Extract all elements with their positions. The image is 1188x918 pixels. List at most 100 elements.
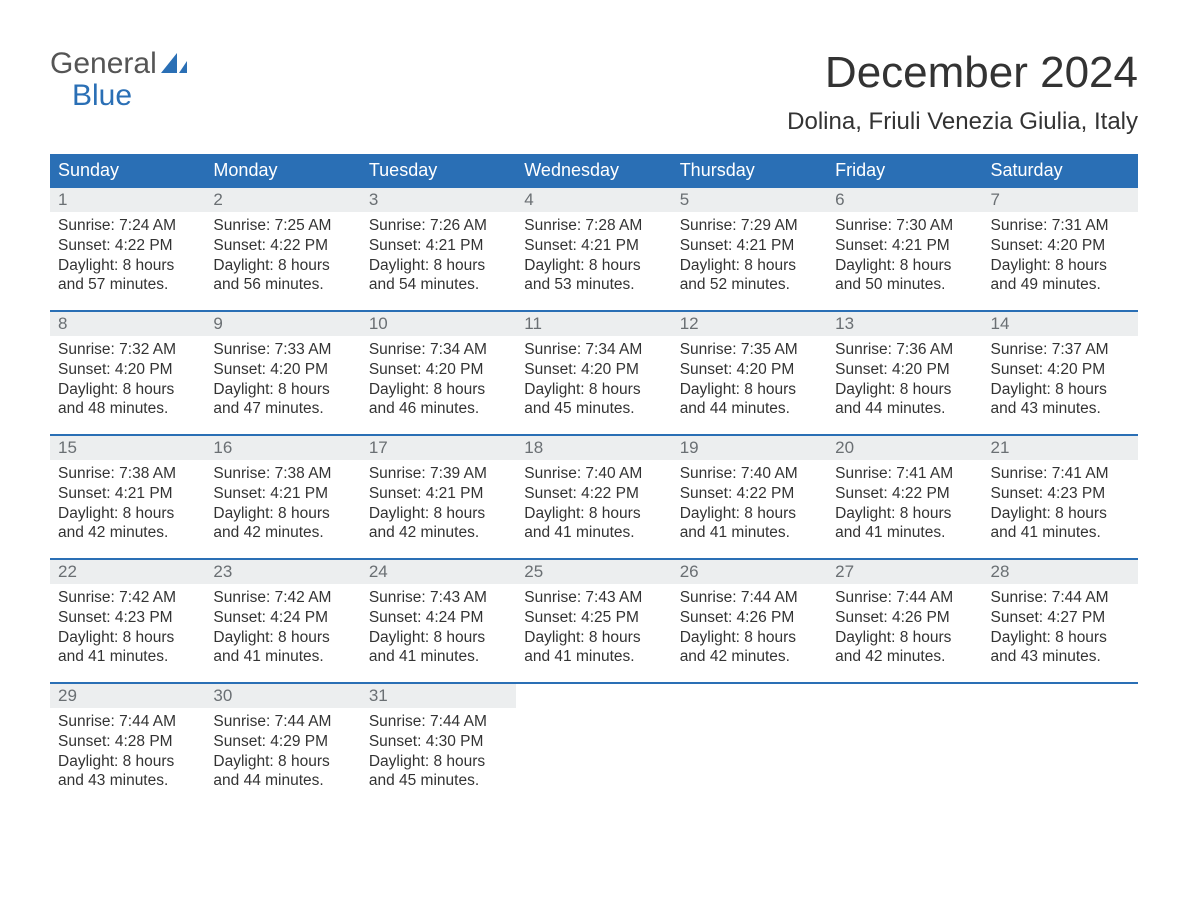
sunset: Sunset: 4:21 PM (369, 484, 508, 504)
dow-tuesday: Tuesday (361, 154, 516, 188)
day-body: Sunrise: 7:40 AMSunset: 4:22 PMDaylight:… (672, 460, 827, 543)
daylight-line2: and 43 minutes. (58, 771, 197, 791)
week-row: 8Sunrise: 7:32 AMSunset: 4:20 PMDaylight… (50, 310, 1138, 434)
week-row: 29Sunrise: 7:44 AMSunset: 4:28 PMDayligh… (50, 682, 1138, 806)
day-number-row: 5 (672, 188, 827, 212)
day-number: 26 (680, 562, 699, 581)
day-number-row: 18 (516, 436, 671, 460)
day-number-row: 17 (361, 436, 516, 460)
daylight-line1: Daylight: 8 hours (524, 504, 663, 524)
day-cell: 23Sunrise: 7:42 AMSunset: 4:24 PMDayligh… (205, 560, 360, 682)
day-number-row: 31 (361, 684, 516, 708)
daylight-line2: and 47 minutes. (213, 399, 352, 419)
daylight-line2: and 42 minutes. (680, 647, 819, 667)
sunrise: Sunrise: 7:36 AM (835, 340, 974, 360)
daylight-line1: Daylight: 8 hours (369, 380, 508, 400)
sunrise: Sunrise: 7:44 AM (991, 588, 1130, 608)
day-number-row: 10 (361, 312, 516, 336)
day-body: Sunrise: 7:38 AMSunset: 4:21 PMDaylight:… (205, 460, 360, 543)
location: Dolina, Friuli Venezia Giulia, Italy (787, 108, 1138, 136)
sunrise: Sunrise: 7:33 AM (213, 340, 352, 360)
day-body: Sunrise: 7:28 AMSunset: 4:21 PMDaylight:… (516, 212, 671, 295)
sunrise: Sunrise: 7:42 AM (213, 588, 352, 608)
day-body: Sunrise: 7:26 AMSunset: 4:21 PMDaylight:… (361, 212, 516, 295)
sunrise: Sunrise: 7:37 AM (991, 340, 1130, 360)
dow-header-row: Sunday Monday Tuesday Wednesday Thursday… (50, 154, 1138, 188)
dow-monday: Monday (205, 154, 360, 188)
sunset: Sunset: 4:29 PM (213, 732, 352, 752)
daylight-line2: and 41 minutes. (524, 647, 663, 667)
daylight-line1: Daylight: 8 hours (213, 628, 352, 648)
day-number: 7 (991, 190, 1000, 209)
day-cell (516, 684, 671, 806)
day-number: 25 (524, 562, 543, 581)
dow-saturday: Saturday (983, 154, 1138, 188)
day-number-row: 3 (361, 188, 516, 212)
sunrise: Sunrise: 7:44 AM (58, 712, 197, 732)
daylight-line2: and 57 minutes. (58, 275, 197, 295)
day-cell: 20 Sunrise: 7:41 AMSunset: 4:22 PMDayligh… (827, 436, 982, 558)
day-number-row: 6 (827, 188, 982, 212)
day-body: Sunrise: 7:40 AMSunset: 4:22 PMDaylight:… (516, 460, 671, 543)
sunset: Sunset: 4:28 PM (58, 732, 197, 752)
day-cell: 8Sunrise: 7:32 AMSunset: 4:20 PMDaylight… (50, 312, 205, 434)
sunset: Sunset: 4:20 PM (213, 360, 352, 380)
daylight-line2: and 42 minutes. (58, 523, 197, 543)
daylight-line2: and 46 minutes. (369, 399, 508, 419)
day-number: 18 (524, 438, 543, 457)
sunrise: Sunrise: 7:42 AM (58, 588, 197, 608)
day-cell (672, 684, 827, 806)
day-cell: 22Sunrise: 7:42 AMSunset: 4:23 PMDayligh… (50, 560, 205, 682)
daylight-line2: and 44 minutes. (835, 399, 974, 419)
day-number-row: 15 (50, 436, 205, 460)
day-number: 4 (524, 190, 533, 209)
sunrise: Sunrise: 7:44 AM (213, 712, 352, 732)
sunrise: Sunrise: 7:29 AM (680, 216, 819, 236)
daylight-line2: and 41 minutes. (991, 523, 1130, 543)
day-cell: 10Sunrise: 7:34 AMSunset: 4:20 PMDayligh… (361, 312, 516, 434)
day-number: 20 (835, 438, 854, 457)
day-body: Sunrise: 7:43 AMSunset: 4:25 PMDaylight:… (516, 584, 671, 667)
daylight-line1: Daylight: 8 hours (369, 752, 508, 772)
day-number: 14 (991, 314, 1010, 333)
day-number: 6 (835, 190, 844, 209)
day-number-row: 9 (205, 312, 360, 336)
day-body: Sunrise: 7:44 AMSunset: 4:29 PMDaylight:… (205, 708, 360, 791)
sunrise: Sunrise: 7:38 AM (213, 464, 352, 484)
logo-text: General Blue (50, 48, 187, 111)
sunset: Sunset: 4:24 PM (369, 608, 508, 628)
day-body: Sunrise: 7:44 AMSunset: 4:30 PMDaylight:… (361, 708, 516, 791)
sunset: Sunset: 4:21 PM (58, 484, 197, 504)
day-cell: 2Sunrise: 7:25 AMSunset: 4:22 PMDaylight… (205, 188, 360, 310)
sunset: Sunset: 4:22 PM (524, 484, 663, 504)
sunrise: Sunrise: 7:39 AM (369, 464, 508, 484)
dow-sunday: Sunday (50, 154, 205, 188)
day-body: Sunrise: 7:44 AMSunset: 4:26 PMDaylight:… (827, 584, 982, 667)
daylight-line1: Daylight: 8 hours (835, 504, 974, 524)
daylight-line1: Daylight: 8 hours (524, 256, 663, 276)
day-number: 8 (58, 314, 67, 333)
sunset: Sunset: 4:22 PM (835, 484, 974, 504)
daylight-line1: Daylight: 8 hours (58, 628, 197, 648)
day-cell: 18 Sunrise: 7:40 AMSunset: 4:22 PMDayligh… (516, 436, 671, 558)
sunrise: Sunrise: 7:43 AM (369, 588, 508, 608)
daylight-line1: Daylight: 8 hours (991, 380, 1130, 400)
daylight-line2: and 45 minutes. (369, 771, 508, 791)
sunset: Sunset: 4:22 PM (680, 484, 819, 504)
daylight-line2: and 52 minutes. (680, 275, 819, 295)
day-cell: 7Sunrise: 7:31 AMSunset: 4:20 PMDaylight… (983, 188, 1138, 310)
day-body: Sunrise: 7:41 AMSunset: 4:22 PMDaylight:… (827, 460, 982, 543)
daylight-line1: Daylight: 8 hours (835, 256, 974, 276)
daylight-line2: and 41 minutes. (680, 523, 819, 543)
day-cell: 30Sunrise: 7:44 AMSunset: 4:29 PMDayligh… (205, 684, 360, 806)
day-number: 1 (58, 190, 67, 209)
day-body: Sunrise: 7:33 AMSunset: 4:20 PMDaylight:… (205, 336, 360, 419)
daylight-line1: Daylight: 8 hours (835, 628, 974, 648)
day-cell: 13Sunrise: 7:36 AMSunset: 4:20 PMDayligh… (827, 312, 982, 434)
day-cell: 12Sunrise: 7:35 AMSunset: 4:20 PMDayligh… (672, 312, 827, 434)
daylight-line1: Daylight: 8 hours (58, 256, 197, 276)
calendar: Sunday Monday Tuesday Wednesday Thursday… (50, 154, 1138, 806)
sunset: Sunset: 4:22 PM (58, 236, 197, 256)
sunset: Sunset: 4:22 PM (213, 236, 352, 256)
sunset: Sunset: 4:20 PM (58, 360, 197, 380)
